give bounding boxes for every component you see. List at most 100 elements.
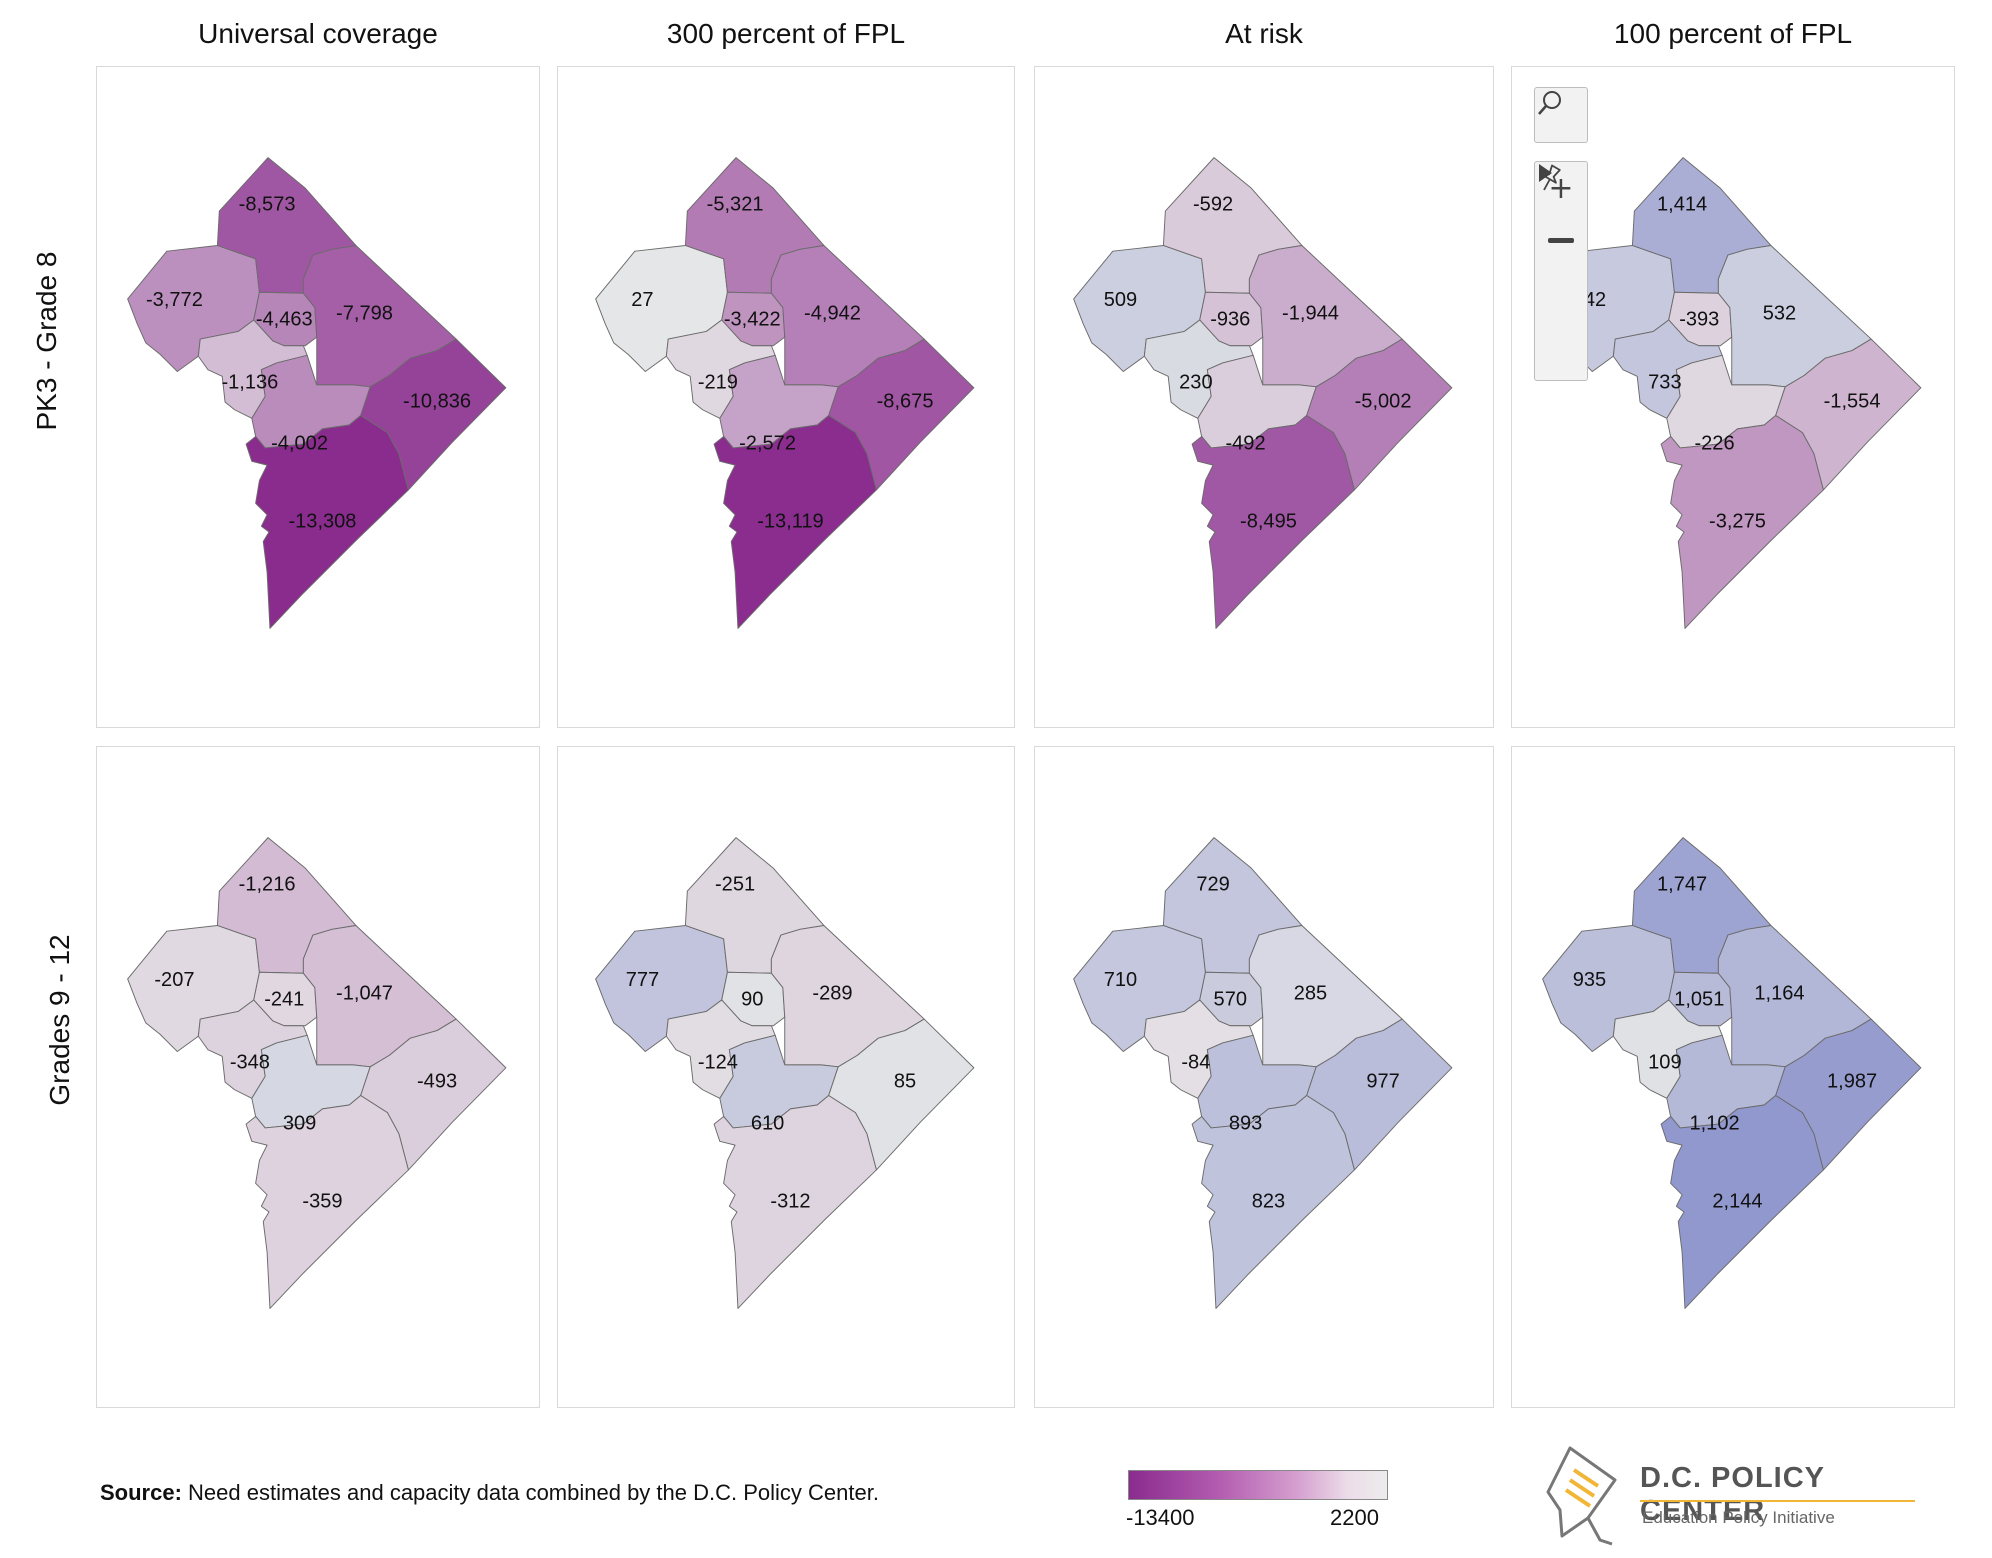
ward-8-value-label: -359	[302, 1191, 342, 1213]
ward-8-area[interactable]	[713, 414, 877, 629]
map-panel[interactable]: 777 -251 90 -289 -124 610 85 -312	[557, 746, 1015, 1408]
ward-7-value-label: -8,675	[877, 390, 934, 412]
ward-2-value-label: 230	[1179, 371, 1212, 393]
ward-4-value-label: -8,573	[239, 194, 296, 216]
ward-3-value-label: 509	[1104, 289, 1137, 311]
ward-2-value-label: -219	[698, 371, 738, 393]
ward-8-area[interactable]	[245, 414, 409, 629]
ward-4-value-label: -1,216	[239, 874, 296, 896]
ward-3-value-label: 710	[1104, 969, 1137, 991]
zoom-in-icon[interactable]: +	[1548, 170, 1574, 206]
map-panel[interactable]: 27 -5,321 -3,422 -4,942 -219 -2,572 -8,675 -13,…	[557, 66, 1015, 728]
ward-8-value-label: -13,308	[288, 511, 356, 533]
row-title-grades-9-12: Grades 9 - 12	[44, 934, 75, 1106]
ward-5-value-label: 285	[1294, 983, 1327, 1005]
ward-4-value-label: 1,414	[1657, 194, 1707, 216]
ward-4-value-label: 1,747	[1657, 874, 1707, 896]
ward-6-value-label: -492	[1225, 432, 1265, 454]
ward-3-value-label: 935	[1573, 969, 1606, 991]
ward-8-value-label: 823	[1252, 1191, 1285, 1213]
ward-6-value-label: 309	[283, 1112, 316, 1134]
ward-4-value-label: -251	[715, 874, 755, 896]
ward-6-value-label: 1,102	[1689, 1112, 1739, 1134]
ward-2-value-label: 733	[1648, 371, 1681, 393]
map-panel[interactable]: -3,772 -8,573 -4,463 -7,798 -1,136 -4,002 -10,…	[96, 66, 540, 728]
row-title-pk3-grade-8: PK3 - Grade 8	[31, 251, 62, 431]
ward-8-area[interactable]	[245, 1094, 409, 1309]
ward-4-value-label: -5,321	[707, 194, 764, 216]
dc-ward-map: 710 729 570 285 -84 893 977 823	[1073, 837, 1453, 1309]
ward-7-value-label: 977	[1366, 1070, 1399, 1092]
ward-7-value-label: -493	[417, 1070, 457, 1092]
ward-7-value-label: -1,554	[1824, 390, 1881, 412]
search-icon[interactable]	[1535, 88, 1587, 142]
ward-6-value-label: 610	[751, 1112, 784, 1134]
dc-ward-map: -3,772 -8,573 -4,463 -7,798 -1,136 -4,002 -10,…	[127, 157, 507, 629]
ward-4-value-label: 729	[1196, 874, 1229, 896]
ward-5-value-label: -4,942	[804, 303, 861, 325]
column-title-300-percent-fpl: 300 percent of FPL	[666, 18, 906, 49]
map-panel[interactable]: 642 1,414 -393 532 733 -226 -1,554 -3,275 +	[1511, 66, 1955, 728]
map-panel[interactable]: -207 -1,216 -241 -1,047 -348 309 -493 -359	[96, 746, 540, 1408]
ward-4-value-label: -592	[1193, 194, 1233, 216]
ward-3-value-label: -207	[154, 969, 194, 991]
ward-1-value-label: 1,051	[1674, 988, 1724, 1010]
dc-ward-map: 27 -5,321 -3,422 -4,942 -219 -2,572 -8,675 -13,…	[595, 157, 975, 629]
ward-3-value-label: 27	[631, 289, 653, 311]
dc-ward-map: -207 -1,216 -241 -1,047 -348 309 -493 -359	[127, 837, 507, 1309]
pin-icon[interactable]	[1535, 164, 1587, 320]
ward-1-value-label: -393	[1679, 308, 1719, 330]
map-panel[interactable]: 509 -592 -936 -1,944 230 -492 -5,002 -8,495	[1034, 66, 1494, 728]
ward-8-value-label: -3,275	[1709, 511, 1766, 533]
ward-2-value-label: -348	[230, 1051, 270, 1073]
ward-1-value-label: -4,463	[256, 308, 313, 330]
map-panel[interactable]: 935 1,747 1,051 1,164 109 1,102 1,987 2,144	[1511, 746, 1955, 1408]
ward-1-value-label: -936	[1210, 308, 1250, 330]
ward-2-value-label: 109	[1648, 1051, 1681, 1073]
ward-3-value-label: -3,772	[146, 289, 203, 311]
ward-7-value-label: 85	[894, 1070, 916, 1092]
ward-3-value-label: 777	[626, 969, 659, 991]
ward-5-value-label: -1,944	[1282, 303, 1339, 325]
map-toolbar-controls: +	[1534, 161, 1588, 381]
play-icon[interactable]	[1535, 164, 1587, 374]
color-scale-legend	[1128, 1470, 1388, 1500]
legend-min-label: -13400	[1126, 1505, 1195, 1530]
ward-5-value-label: 1,164	[1754, 983, 1804, 1005]
ward-2-value-label: -1,136	[221, 371, 278, 393]
ward-8-area[interactable]	[1191, 414, 1355, 629]
map-panel[interactable]: 710 729 570 285 -84 893 977 823	[1034, 746, 1494, 1408]
column-title-universal-coverage: Universal coverage	[198, 18, 438, 49]
ward-8-area[interactable]	[1660, 414, 1824, 629]
zoom-out-icon[interactable]	[1535, 214, 1587, 266]
ward-8-value-label: -8,495	[1240, 511, 1297, 533]
dc-ward-map: 777 -251 90 -289 -124 610 85 -312	[595, 837, 975, 1309]
ward-8-area[interactable]	[1660, 1094, 1824, 1309]
ward-8-area[interactable]	[1191, 1094, 1355, 1309]
ward-5-value-label: -7,798	[336, 303, 393, 325]
column-title-at-risk: At risk	[1225, 18, 1303, 49]
ward-6-value-label: -4,002	[271, 432, 328, 454]
legend-max-label: 2200	[1330, 1505, 1379, 1530]
dc-ward-map: 509 -592 -936 -1,944 230 -492 -5,002 -8,495	[1073, 157, 1453, 629]
ward-5-value-label: 532	[1763, 303, 1796, 325]
ward-1-value-label: -3,422	[724, 308, 781, 330]
ward-8-area[interactable]	[713, 1094, 877, 1309]
dc-ward-map: 935 1,747 1,051 1,164 109 1,102 1,987 2,144	[1542, 837, 1922, 1309]
ward-5-value-label: -1,047	[336, 983, 393, 1005]
ward-1-value-label: 570	[1214, 988, 1247, 1010]
ward-1-value-label: -241	[264, 988, 304, 1010]
ward-1-value-label: 90	[741, 988, 763, 1010]
ward-6-value-label: -226	[1694, 432, 1734, 454]
ward-5-value-label: -289	[812, 983, 852, 1005]
ward-8-value-label: -312	[770, 1191, 810, 1213]
ward-2-value-label: -84	[1181, 1051, 1210, 1073]
ward-8-value-label: -13,119	[757, 511, 824, 533]
dc-map-pen-icon	[1546, 1446, 1617, 1546]
ward-6-value-label: 893	[1229, 1112, 1262, 1134]
map-toolbar-search	[1534, 87, 1588, 143]
source-text: Need estimates and capacity data combine…	[181, 1480, 879, 1505]
logo-divider	[1640, 1500, 1915, 1502]
dc-policy-center-logo: D.C. POLICY CENTER Education Policy Init…	[1540, 1440, 1940, 1550]
